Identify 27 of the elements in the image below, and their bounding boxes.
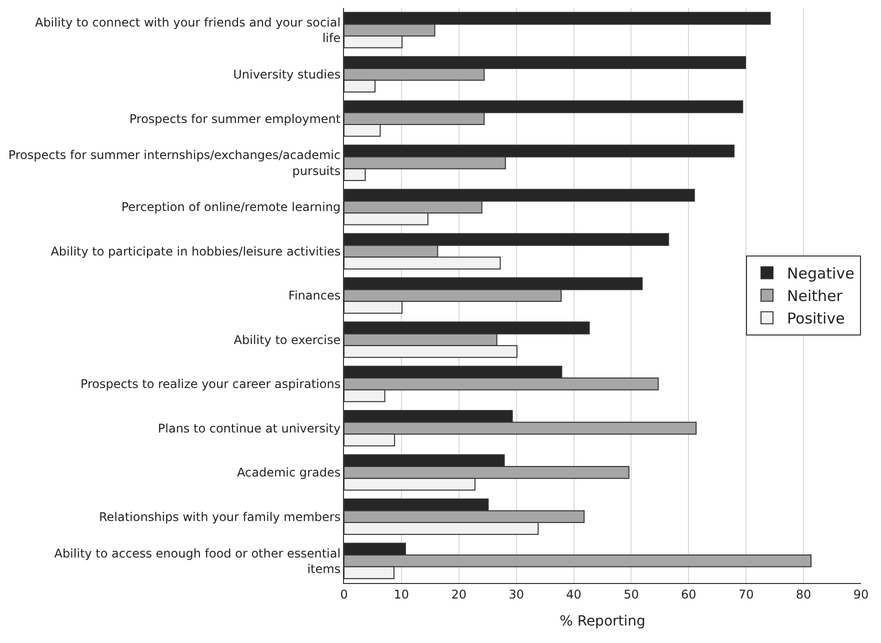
x-tick-label: 30 — [508, 587, 524, 602]
x-tick-label: 70 — [738, 587, 754, 602]
x-tick-label: 20 — [451, 587, 467, 602]
legend-label: Negative — [787, 264, 854, 283]
x-tick-label: 40 — [566, 587, 582, 602]
y-tick-label: Prospects to realize your career aspirations — [80, 377, 341, 392]
x-tick-label: 50 — [624, 587, 639, 602]
x-tick-label: 80 — [796, 587, 812, 602]
y-tick-label: Ability to exercise — [234, 332, 341, 347]
y-tick-label: Prospects for summer internships/exchanges/academic pursuits — [8, 148, 341, 178]
x-tick-label: 0 — [340, 587, 348, 602]
y-tick-label: Ability to participate in hobbies/leisure activities — [50, 244, 341, 258]
y-tick-label: Ability to access enough food or other essential items — [54, 546, 341, 576]
x-tick-label: 60 — [681, 587, 696, 602]
y-tick-label: Finances — [288, 288, 341, 303]
legend-label: Positive — [787, 310, 845, 328]
legend-label: Neither — [787, 287, 844, 306]
y-tick-label: Plans to continue at university — [158, 421, 341, 436]
y-tick-label: Ability to connect with your friends and your social life — [34, 16, 341, 46]
y-tick-label: University studies — [233, 68, 341, 82]
x-tick-label: 90 — [853, 587, 869, 602]
y-tick-label: Prospects for summer employment — [129, 112, 341, 126]
x-axis-title: % Reporting — [560, 614, 646, 630]
y-tick-label: Perception of online/remote learning — [121, 200, 341, 214]
x-tick-label: 10 — [394, 587, 410, 602]
y-tick-label: Relationships with your family members — [98, 510, 341, 524]
y-tick-label: Academic grades — [237, 466, 341, 480]
